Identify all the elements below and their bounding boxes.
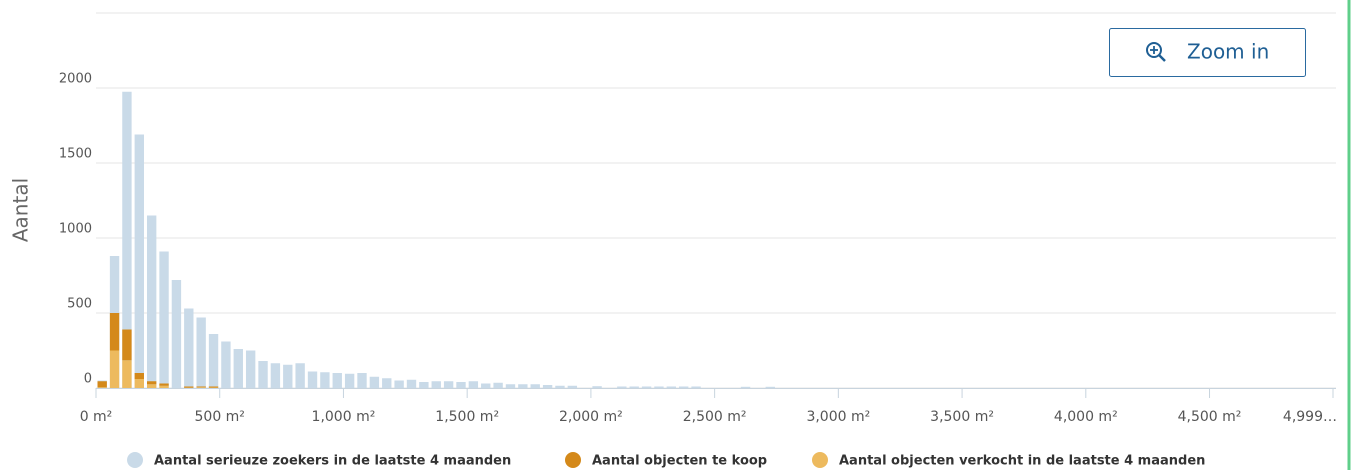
bar <box>617 387 626 389</box>
bar-segment <box>98 381 107 387</box>
legend-label: Aantal serieuze zoekers in de laatste 4 … <box>154 454 511 469</box>
bar <box>741 387 750 388</box>
bar-segment <box>147 381 156 384</box>
bar <box>642 387 651 389</box>
bar <box>506 384 515 388</box>
bar <box>630 387 639 389</box>
y-tick-label: 1000 <box>59 222 92 237</box>
bar <box>333 373 342 388</box>
bar-segment <box>122 330 131 361</box>
bar <box>592 386 601 388</box>
bar <box>568 386 577 388</box>
bar <box>370 377 379 388</box>
bar <box>135 135 144 389</box>
zoom-button-label[interactable]: Zoom in <box>1187 40 1269 64</box>
bar <box>258 361 267 388</box>
bar-segment <box>135 379 144 388</box>
bar-segment <box>184 387 193 388</box>
bar-segment <box>98 387 107 388</box>
bar <box>419 382 428 388</box>
x-tick-label: 500 m² <box>195 409 245 425</box>
zoom-button[interactable]: Zoom in <box>1110 29 1306 77</box>
bar <box>271 363 280 388</box>
bar <box>283 365 292 388</box>
bar <box>469 381 478 388</box>
x-tick-label: 1,500 m² <box>435 409 499 425</box>
bar <box>382 378 391 388</box>
bar <box>691 387 700 389</box>
bar <box>555 386 564 388</box>
bar <box>159 252 168 389</box>
x-tick-label: 3,000 m² <box>806 409 870 425</box>
bar-segment <box>209 387 218 388</box>
bar <box>531 384 540 388</box>
bar-segment <box>110 313 119 351</box>
bar <box>432 381 441 388</box>
bar <box>407 380 416 388</box>
legend-marker <box>127 452 143 468</box>
bar-segment <box>159 384 168 386</box>
bar <box>679 387 688 389</box>
bar-segment <box>196 387 205 388</box>
bar <box>147 216 156 389</box>
x-tick-label: 4,000 m² <box>1054 409 1118 425</box>
legend-marker <box>812 452 828 468</box>
bar <box>394 381 403 389</box>
bar <box>667 387 676 389</box>
x-tick-label: 3,500 m² <box>930 409 994 425</box>
bar <box>234 349 243 388</box>
bar <box>543 385 552 388</box>
legend-label: Aantal objecten verkocht in de laatste 4… <box>839 454 1205 469</box>
bar <box>766 387 775 388</box>
bar <box>209 334 218 388</box>
bar <box>196 318 205 389</box>
bar <box>518 384 527 388</box>
x-tick-label: 0 m² <box>80 409 113 425</box>
x-tick-label: 1,000 m² <box>312 409 376 425</box>
y-tick-label: 1500 <box>59 147 92 162</box>
x-tick-label: 2,500 m² <box>683 409 747 425</box>
x-tick-label: 2,000 m² <box>559 409 623 425</box>
x-tick-label: 4,999… <box>1283 409 1337 425</box>
bar <box>246 351 255 389</box>
bar <box>654 387 663 389</box>
x-tick-label: 4,500 m² <box>1178 409 1242 425</box>
y-tick-label: 0 <box>84 372 92 387</box>
bar <box>172 280 181 388</box>
bar <box>345 374 354 388</box>
legend-marker <box>565 452 581 468</box>
bar <box>221 342 230 389</box>
bar-segment <box>122 360 131 388</box>
bar <box>444 381 453 388</box>
bar <box>357 373 366 388</box>
bar <box>493 383 502 388</box>
bar <box>481 384 490 389</box>
bar <box>308 372 317 389</box>
bar <box>456 382 465 388</box>
bar <box>184 309 193 389</box>
y-tick-label: 2000 <box>59 72 92 87</box>
bar-segment <box>159 386 168 388</box>
bar-segment <box>196 387 205 388</box>
bar <box>295 363 304 388</box>
bar-segment <box>147 384 156 388</box>
y-tick-label: 500 <box>67 297 92 312</box>
bar-segment <box>135 373 144 379</box>
y-axis-label: Aantal <box>9 178 33 242</box>
bar <box>320 372 329 388</box>
bar-segment <box>110 351 119 389</box>
legend-label: Aantal objecten te koop <box>592 454 767 469</box>
